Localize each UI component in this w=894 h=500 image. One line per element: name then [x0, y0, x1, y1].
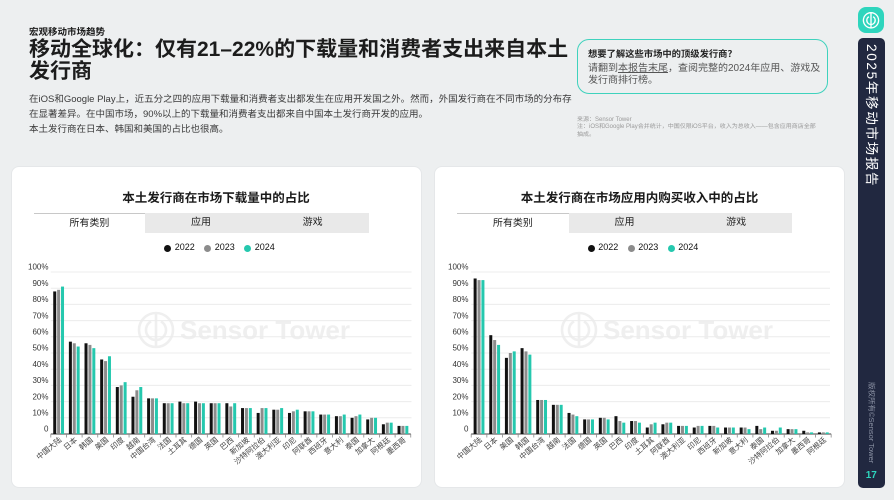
- svg-text:70%: 70%: [452, 311, 468, 320]
- svg-text:70%: 70%: [32, 311, 48, 320]
- svg-text:90%: 90%: [452, 279, 468, 288]
- svg-text:德国: 德国: [576, 435, 593, 452]
- svg-text:英国: 英国: [592, 435, 609, 452]
- svg-text:40%: 40%: [32, 360, 48, 369]
- svg-text:10%: 10%: [452, 409, 468, 418]
- svg-text:20%: 20%: [32, 392, 48, 401]
- svg-text:100%: 100%: [448, 263, 468, 272]
- svg-text:80%: 80%: [452, 295, 468, 304]
- svg-text:日本: 日本: [482, 435, 500, 452]
- svg-text:30%: 30%: [32, 376, 48, 385]
- svg-text:30%: 30%: [452, 376, 468, 385]
- svg-text:Sensor Tower: Sensor Tower: [603, 315, 773, 345]
- svg-text:0: 0: [464, 425, 469, 434]
- svg-text:60%: 60%: [32, 328, 48, 337]
- svg-text:法国: 法国: [560, 435, 577, 452]
- svg-text:中国大陆: 中国大陆: [455, 435, 484, 461]
- svg-text:越南: 越南: [545, 435, 563, 452]
- svg-text:20%: 20%: [452, 392, 468, 401]
- svg-text:美国: 美国: [498, 435, 515, 452]
- svg-text:60%: 60%: [452, 328, 468, 337]
- svg-text:美国: 美国: [93, 435, 110, 452]
- svg-text:80%: 80%: [32, 295, 48, 304]
- svg-text:50%: 50%: [32, 344, 48, 353]
- svg-text:50%: 50%: [452, 344, 468, 353]
- svg-text:德国: 德国: [186, 435, 203, 452]
- svg-text:100%: 100%: [28, 263, 48, 272]
- svg-text:中国大陆: 中国大陆: [34, 435, 63, 461]
- svg-text:日本: 日本: [61, 435, 79, 452]
- svg-text:40%: 40%: [452, 360, 468, 369]
- svg-text:10%: 10%: [32, 409, 48, 418]
- svg-text:90%: 90%: [32, 279, 48, 288]
- svg-text:韩国: 韩国: [77, 435, 94, 452]
- svg-text:巴西: 巴西: [607, 435, 625, 452]
- svg-text:Sensor Tower: Sensor Tower: [180, 315, 350, 345]
- svg-text:0: 0: [44, 425, 49, 434]
- svg-text:印度: 印度: [108, 435, 126, 452]
- svg-text:英国: 英国: [202, 435, 219, 452]
